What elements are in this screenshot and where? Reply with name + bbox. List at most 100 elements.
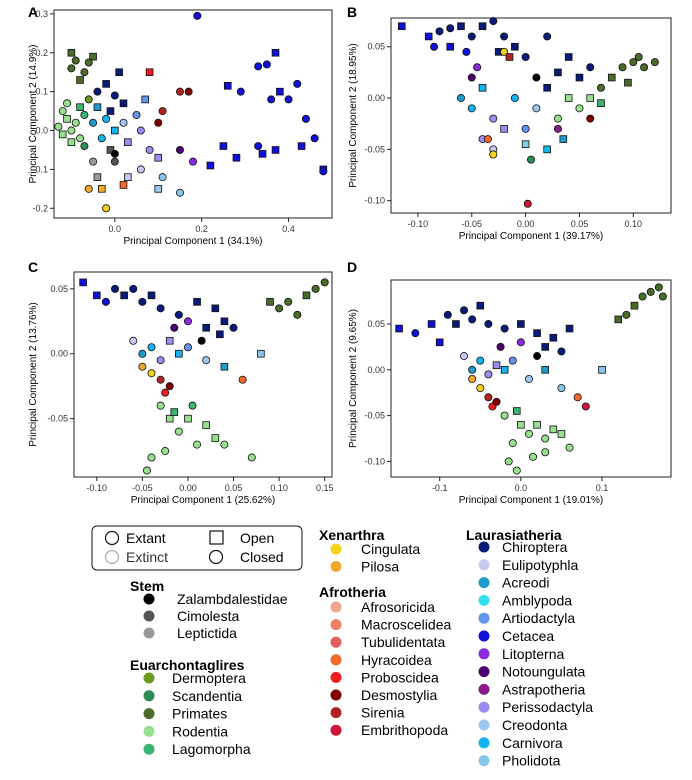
data-point <box>492 361 501 370</box>
legend-swatch <box>143 708 155 720</box>
data-point <box>517 320 525 328</box>
data-point <box>111 284 120 293</box>
data-point <box>476 384 485 393</box>
legend-swatch <box>143 725 155 737</box>
data-point <box>427 320 436 328</box>
data-point <box>138 297 147 306</box>
data-point <box>553 124 562 133</box>
y-tick-label: -0.10 <box>364 456 385 466</box>
data-point <box>193 11 202 20</box>
y-tick-label: 0.05 <box>367 319 385 329</box>
panel-label: D <box>347 259 357 275</box>
data-point <box>223 82 232 90</box>
legend-swatch <box>478 666 490 678</box>
data-point <box>183 343 192 352</box>
legend-swatch <box>143 672 155 684</box>
legend-item-label: Carnivora <box>502 735 563 751</box>
data-point <box>586 114 595 123</box>
x-tick-label: 0.10 <box>270 483 288 493</box>
data-point <box>581 402 590 411</box>
data-point <box>516 338 525 347</box>
data-point <box>489 150 498 159</box>
data-point <box>67 138 76 146</box>
x-tick-label: 0.00 <box>517 219 535 229</box>
data-point <box>175 188 184 197</box>
data-point <box>147 291 156 300</box>
y-tick-label: -0.1 <box>32 164 48 174</box>
data-point <box>500 32 509 41</box>
legend-item-label: Afrosoricida <box>361 599 435 615</box>
data-point <box>67 126 76 135</box>
data-point <box>457 22 465 31</box>
panel-c: C -0.10 -0.05 0.00 0.05 0.10 0.15 -0.05 0.00 0.05… <box>28 259 333 506</box>
panel-b: B -0.10 -0.05 0.00 0.05 0.10 -0.10 -0.05 0.00 0.0… <box>347 4 672 242</box>
data-point <box>216 330 224 339</box>
data-point <box>504 457 513 466</box>
data-point <box>219 142 228 150</box>
data-point <box>319 167 328 176</box>
extinct-key-label: Extinct <box>126 549 168 565</box>
data-point <box>484 393 493 402</box>
legend-item-label: Embrithopoda <box>361 722 448 738</box>
legend-swatch <box>330 724 342 736</box>
data-point <box>202 421 210 429</box>
data-point <box>236 87 245 96</box>
data-point <box>554 68 562 77</box>
data-point <box>640 63 649 72</box>
data-point <box>634 53 643 62</box>
data-point <box>496 342 505 351</box>
panel-a: A 0.0 0.2 0.4 -0.2 -0.1 0.0 0.1 0.2 0.3 Principal … <box>28 4 333 247</box>
open-key-icon <box>209 530 224 545</box>
y-tick-label: -0.2 <box>32 203 48 213</box>
x-tick-label: 0.05 <box>571 219 589 229</box>
extinct-key-icon <box>104 549 120 565</box>
legend-swatch <box>478 755 490 767</box>
shape-key-box <box>91 525 303 571</box>
data-point <box>549 425 558 434</box>
data-point <box>145 68 154 77</box>
data-point <box>443 310 452 319</box>
plot-frame <box>53 9 333 219</box>
data-point <box>557 384 566 393</box>
x-tick-label: 0.2 <box>195 224 208 234</box>
data-point <box>532 104 541 113</box>
data-point <box>524 374 533 383</box>
x-tick-label: 0.1 <box>596 483 609 493</box>
data-point <box>424 32 433 41</box>
data-point <box>119 118 128 127</box>
data-point <box>629 58 638 67</box>
data-point <box>132 110 141 119</box>
legend-swatch <box>143 610 155 622</box>
data-point <box>145 145 154 154</box>
data-point <box>622 310 631 319</box>
data-point <box>97 134 106 143</box>
data-point <box>129 336 138 345</box>
data-point <box>174 310 183 319</box>
data-point <box>607 73 616 82</box>
legend-swatch <box>478 612 490 624</box>
data-point <box>111 126 119 135</box>
data-point <box>483 135 492 144</box>
legend-group-title: Xenarthra <box>319 527 385 543</box>
data-point <box>257 349 265 358</box>
data-point <box>238 375 247 384</box>
legend-item-label: Desmostylia <box>361 687 437 703</box>
legend-item-label: Rodentia <box>172 723 228 739</box>
legend-swatch <box>330 654 342 666</box>
legend-swatch <box>478 719 490 731</box>
y-axis-label: Principal Component 2 (13.76%) <box>28 302 39 447</box>
legend-swatch <box>478 630 490 642</box>
data-point <box>517 420 525 429</box>
legend-item-label: Acreodi <box>502 575 549 591</box>
data-point <box>102 114 111 123</box>
data-point <box>147 343 156 352</box>
data-point <box>541 365 550 374</box>
data-point <box>553 114 562 123</box>
data-point <box>575 73 584 82</box>
y-axis-label: Principal Component 2 (9.65%) <box>348 309 359 448</box>
plot-frame <box>73 271 333 478</box>
data-point <box>220 440 229 449</box>
data-point <box>188 401 197 410</box>
data-point <box>276 87 284 96</box>
data-point <box>523 199 532 208</box>
